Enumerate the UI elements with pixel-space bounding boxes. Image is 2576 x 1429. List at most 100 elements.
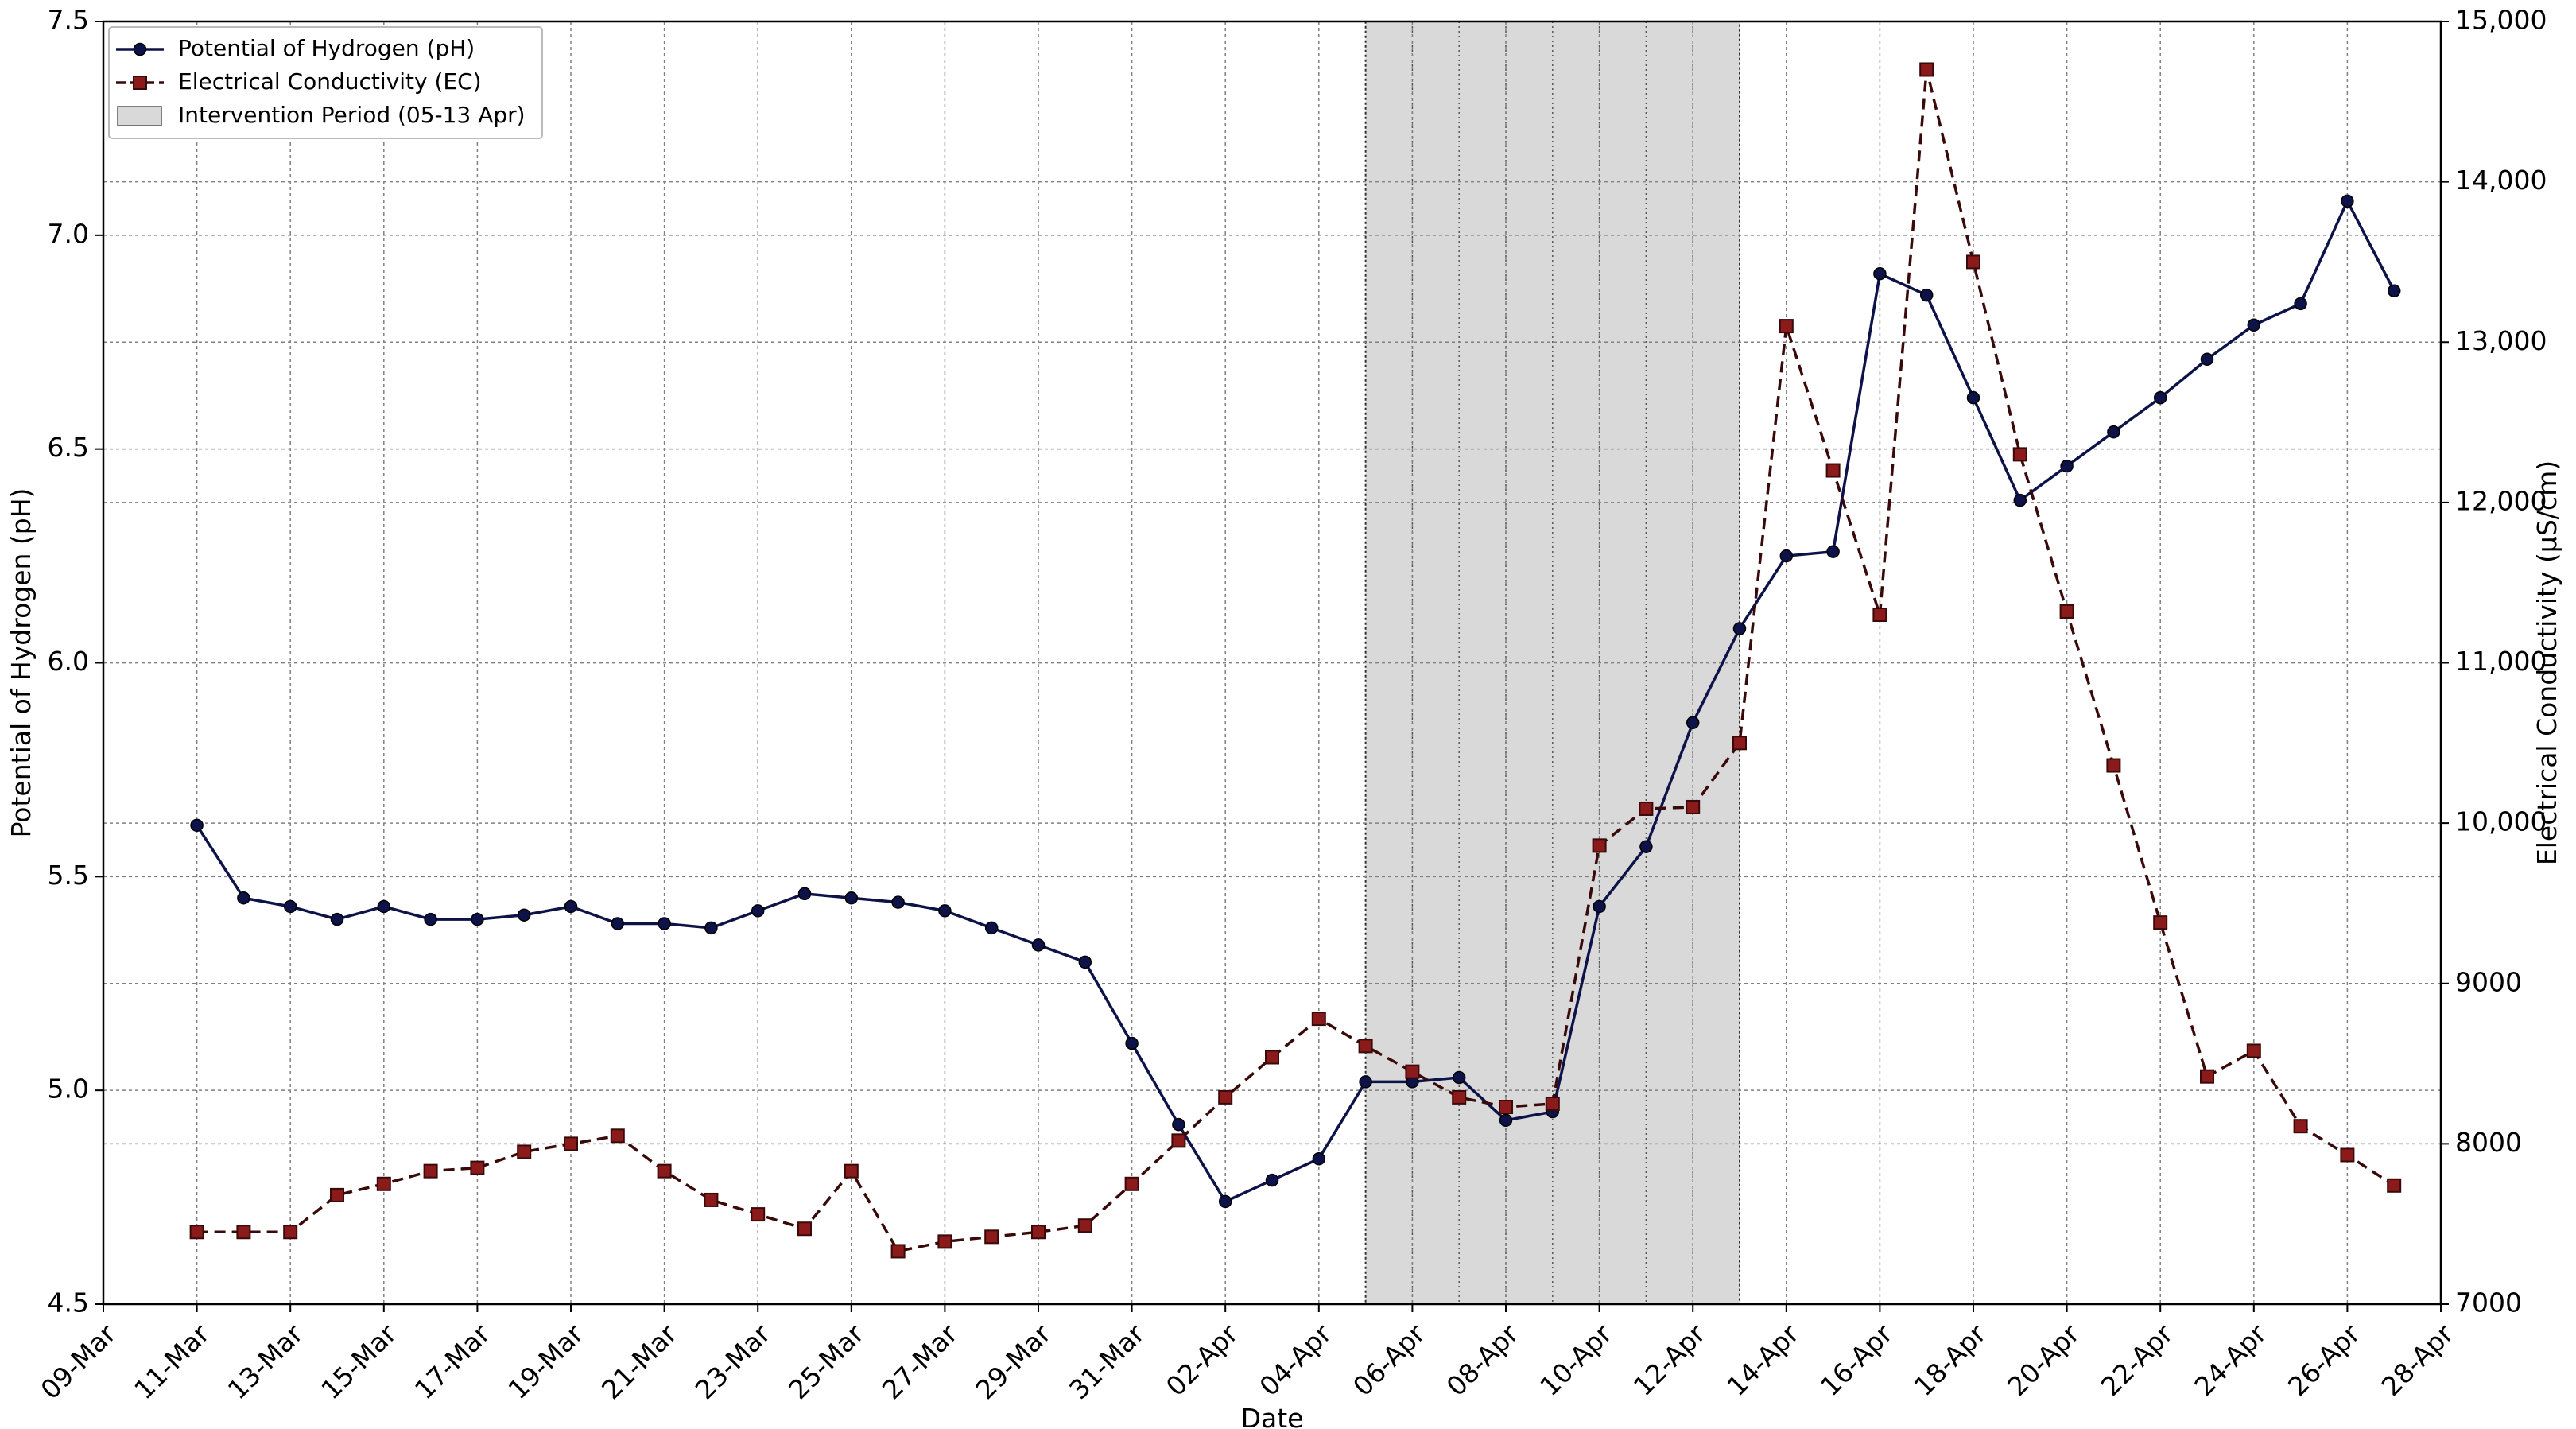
ph-data-point xyxy=(190,818,204,833)
ph-data-point xyxy=(704,921,718,935)
ph-data-point xyxy=(517,908,531,922)
ec-data-point xyxy=(1499,1100,1513,1115)
ec-data-point xyxy=(1639,801,1654,816)
series-group xyxy=(189,62,2402,1259)
y-left-tick-label: 4.5 xyxy=(48,1287,89,1318)
legend-marker-ec xyxy=(133,76,147,90)
ph-data-point xyxy=(1873,266,1887,281)
legend-marker-ph xyxy=(133,42,147,56)
legend-label: Electrical Conductivity (EC) xyxy=(178,68,482,95)
ec-data-point xyxy=(1218,1089,1233,1105)
ec-data-point xyxy=(470,1160,485,1175)
ph-data-point xyxy=(2153,390,2167,405)
ec-data-point xyxy=(2106,758,2121,773)
y-left-tick-label: 5.0 xyxy=(48,1074,89,1105)
y-right-tick-label: 9000 xyxy=(2455,966,2522,997)
grid-lines xyxy=(103,21,2442,1305)
ec-data-point xyxy=(657,1163,672,1179)
ph-data-point xyxy=(1265,1173,1279,1187)
ec-data-point xyxy=(1358,1039,1373,1054)
ph-data-point xyxy=(2107,425,2120,439)
ph-data-point xyxy=(1031,938,1046,952)
ph-data-point xyxy=(1125,1036,1139,1050)
legend-box xyxy=(108,26,543,139)
ec-data-point xyxy=(1732,736,1747,751)
ph-data-point xyxy=(844,891,859,905)
ph-data-point xyxy=(1593,899,1606,914)
ec-data-point xyxy=(1265,1050,1279,1065)
ph-data-point xyxy=(1639,840,1653,853)
y-left-tick-label: 6.0 xyxy=(48,646,89,677)
ph-data-point xyxy=(1966,390,1980,405)
ph-data-point xyxy=(1919,288,1934,302)
ph-data-point xyxy=(237,891,250,905)
ph-data-point xyxy=(2247,318,2261,332)
legend-swatch-intervention xyxy=(117,106,162,126)
ph-data-point xyxy=(938,904,952,918)
ph-data-point xyxy=(1452,1070,1466,1085)
ph-data-point xyxy=(751,904,765,918)
y-axis-left-title: Potential of Hydrogen (pH) xyxy=(6,488,37,838)
y-right-tick-label: 15,000 xyxy=(2455,5,2547,36)
ph-data-point xyxy=(891,895,905,909)
ec-data-point xyxy=(1592,838,1607,853)
ec-data-point xyxy=(797,1221,812,1237)
ph-data-point xyxy=(1078,955,1092,969)
ph-data-point xyxy=(2341,194,2354,208)
ph-data-point xyxy=(564,899,578,914)
ec-data-point xyxy=(1405,1064,1420,1079)
y-left-tick-label: 7.5 xyxy=(48,5,89,36)
ph-data-point xyxy=(1779,549,1794,563)
ec-data-point xyxy=(283,1225,298,1240)
ec-series xyxy=(189,62,2402,1259)
ph-data-point xyxy=(658,917,671,930)
ec-data-point xyxy=(1919,62,1934,77)
ec-data-point xyxy=(2059,604,2074,619)
ec-data-point xyxy=(2012,447,2027,462)
y-axis-right-ticks: 7000 8000 9000 10,000 11,000 12,000 13,000 14,0… xyxy=(2441,5,2547,1318)
ec-data-point xyxy=(1031,1225,1046,1240)
ec-data-point xyxy=(1545,1096,1560,1111)
legend-items: Potential of Hydrogen (pH) Electrical Con… xyxy=(116,35,526,128)
ph-data-point xyxy=(283,899,297,914)
ec-data-point xyxy=(2340,1147,2355,1163)
ec-data-point xyxy=(1311,1012,1326,1027)
ec-data-point xyxy=(236,1225,251,1240)
ec-data-point xyxy=(1077,1218,1092,1233)
ec-data-point xyxy=(984,1229,999,1245)
ph-data-point xyxy=(1312,1151,1326,1166)
legend: Potential of Hydrogen (pH) Electrical Con… xyxy=(108,26,543,139)
y-left-tick-label: 7.0 xyxy=(48,218,89,249)
ph-data-point xyxy=(1499,1113,1513,1128)
ph-data-point xyxy=(377,899,391,914)
ph-line xyxy=(196,200,2396,1203)
ec-data-point xyxy=(2200,1069,2214,1084)
ph-data-point xyxy=(424,912,437,926)
ec-data-point xyxy=(937,1234,952,1249)
legend-label: Intervention Period (05-13 Apr) xyxy=(178,102,526,128)
y-right-tick-label: 10,000 xyxy=(2455,806,2547,837)
y-right-tick-label: 13,000 xyxy=(2455,325,2547,356)
ec-data-point xyxy=(1124,1176,1139,1191)
y-right-tick-label: 12,000 xyxy=(2455,485,2547,516)
y-axis-right-title: Electrical Conductivity (µS/cm) xyxy=(2531,460,2562,865)
ec-data-point xyxy=(564,1136,578,1151)
ec-data-point xyxy=(2293,1119,2308,1134)
ph-data-point xyxy=(1732,622,1747,635)
ec-data-point xyxy=(704,1192,719,1207)
legend-label: Potential of Hydrogen (pH) xyxy=(178,35,475,61)
ec-data-point xyxy=(1825,463,1841,478)
ec-data-point xyxy=(1171,1133,1186,1148)
y-right-tick-label: 7000 xyxy=(2455,1287,2522,1318)
ec-data-point xyxy=(517,1144,532,1159)
ec-line xyxy=(196,68,2396,1253)
ph-data-point xyxy=(1218,1194,1232,1209)
ph-data-point xyxy=(2013,493,2027,507)
ph-data-point xyxy=(2294,297,2307,311)
ph-data-point xyxy=(2060,459,2074,473)
ph-data-point xyxy=(471,912,484,926)
ph-data-point xyxy=(2387,284,2401,297)
ec-data-point xyxy=(330,1187,344,1202)
x-axis-title: Date xyxy=(1241,1403,1304,1429)
y-left-tick-label: 5.5 xyxy=(48,860,89,891)
